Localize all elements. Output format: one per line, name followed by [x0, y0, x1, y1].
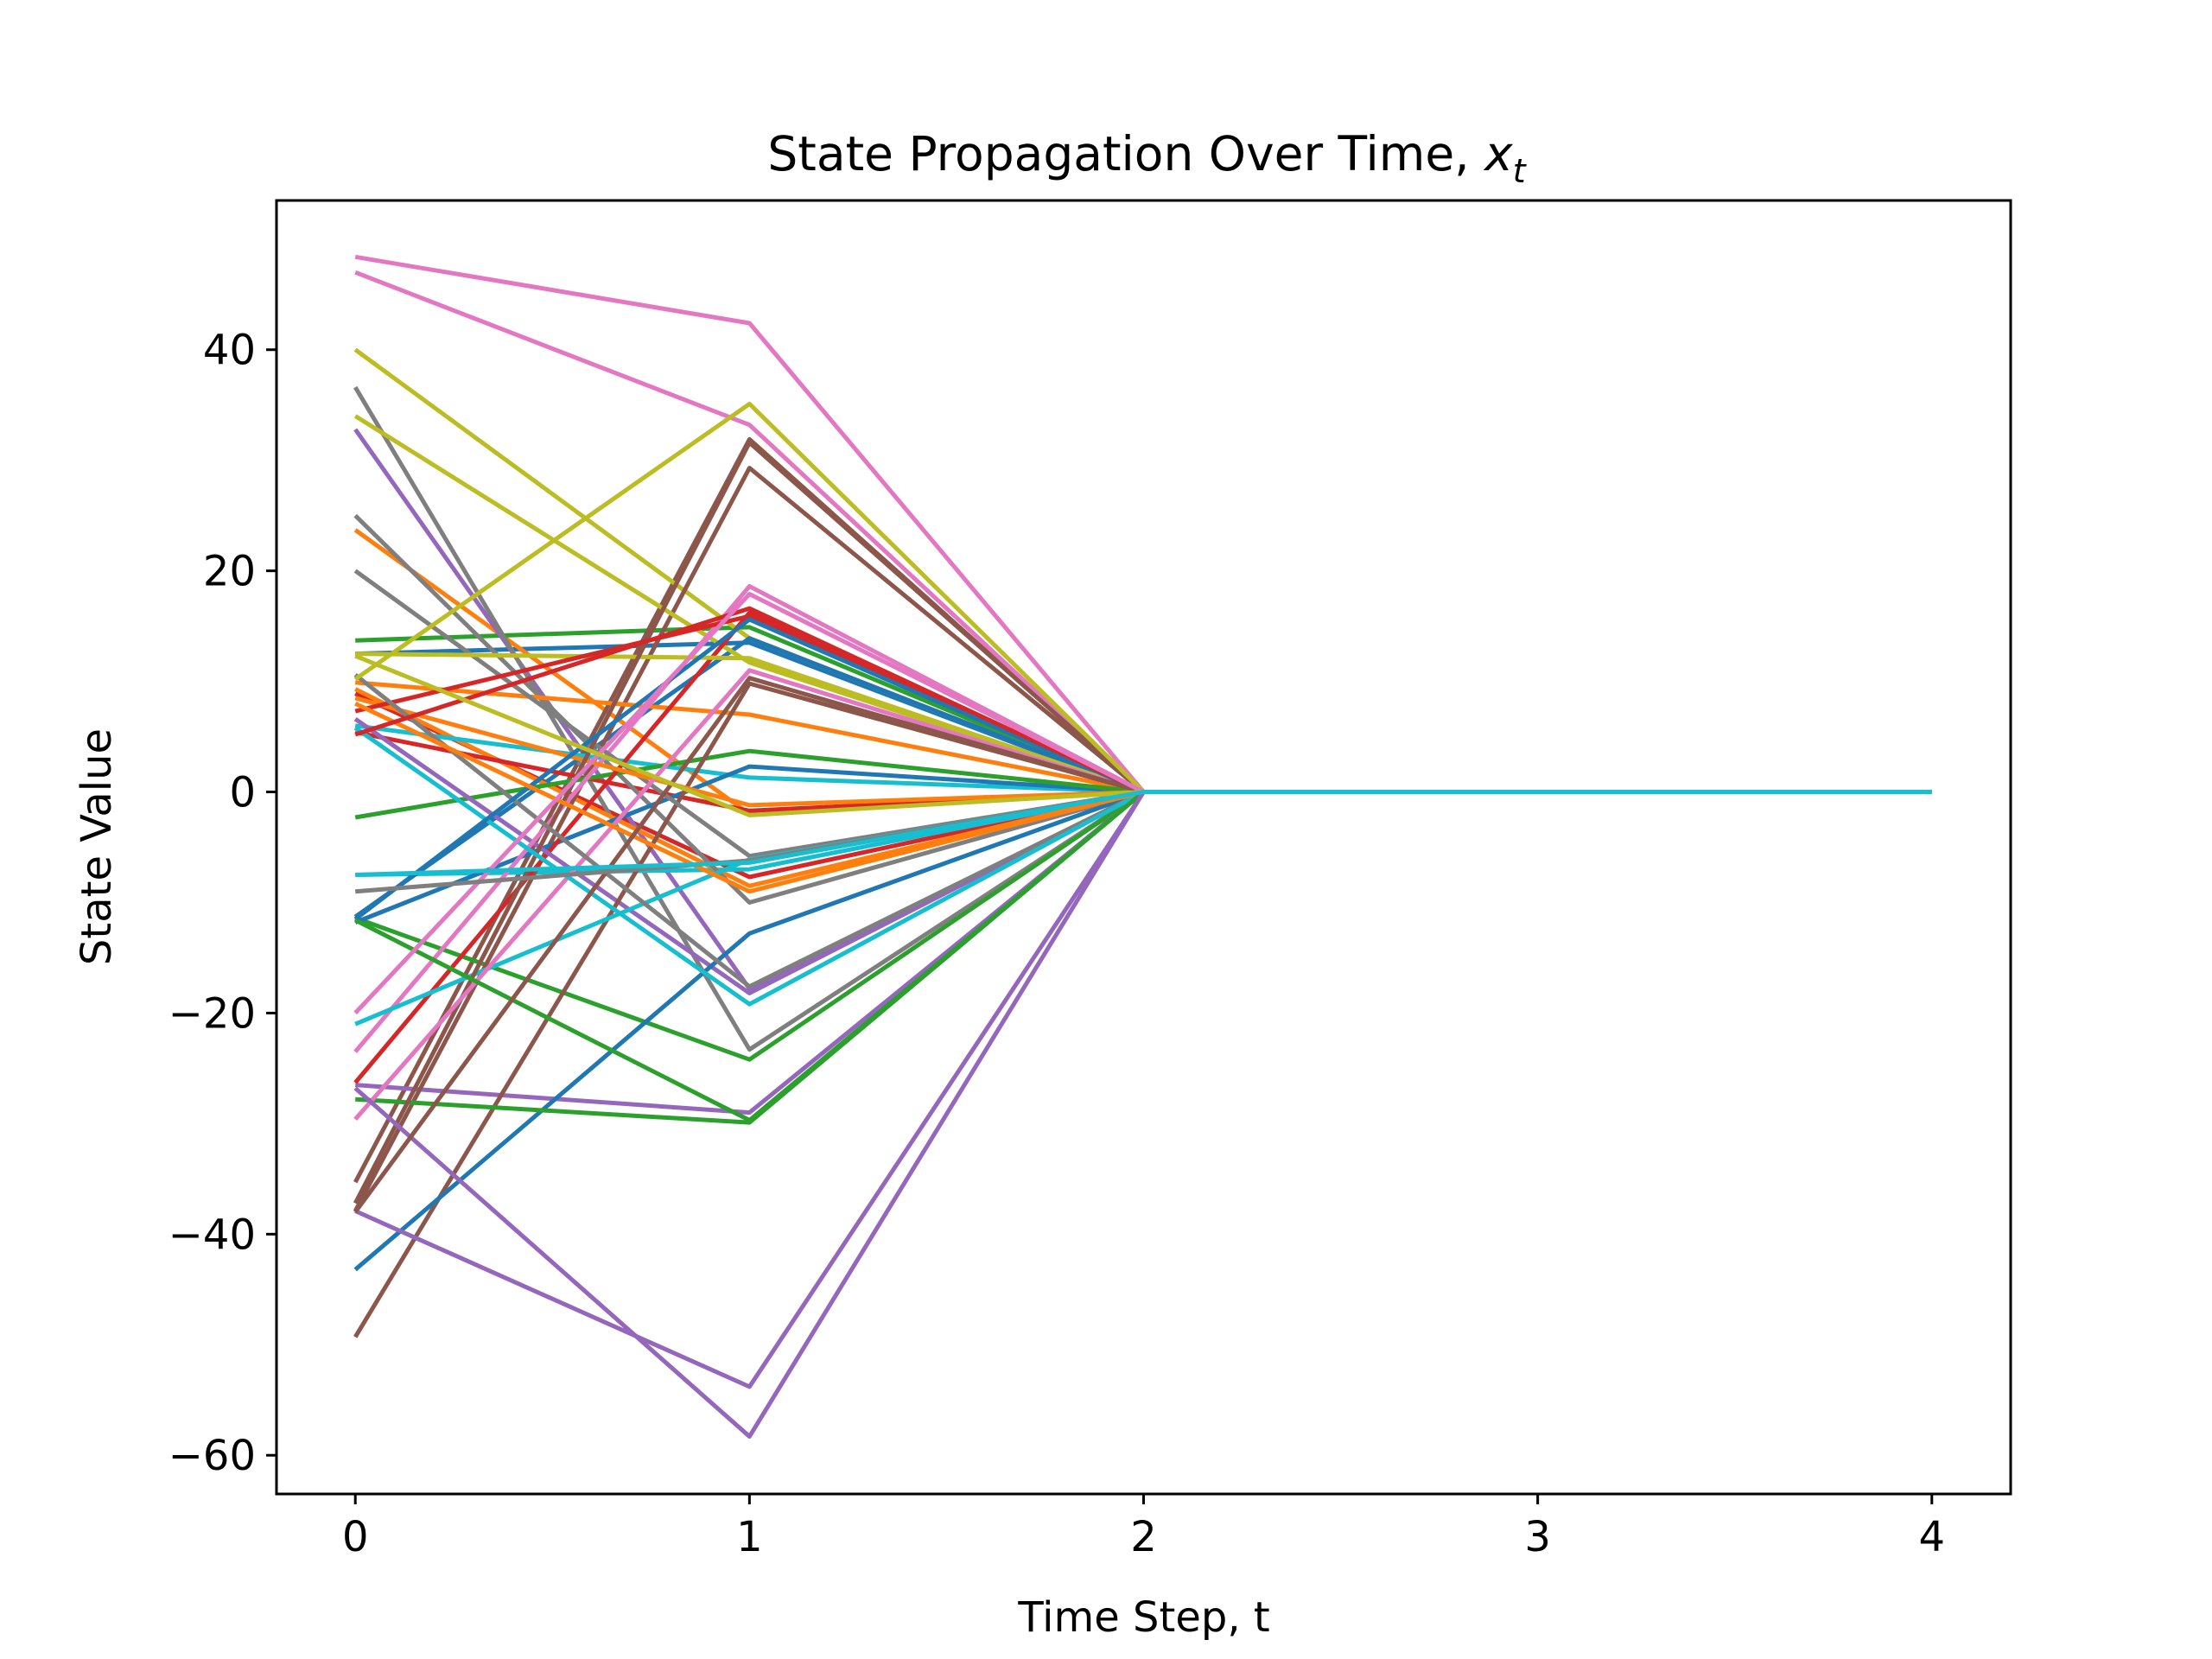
x-axis: 0 1 2 3 4	[342, 1494, 1945, 1561]
y-tick-label: −40	[168, 1211, 256, 1259]
y-axis-label: State Value	[73, 728, 121, 965]
x-tick-label: 1	[736, 1513, 763, 1561]
y-tick-label: 0	[229, 769, 256, 817]
x-tick-label: 4	[1918, 1513, 1945, 1561]
x-axis-label: Time Step, t	[1017, 1593, 1269, 1642]
x-tick-label: 0	[342, 1513, 369, 1561]
y-tick-label: −60	[168, 1432, 256, 1480]
chart-title: State Propagation Over Time, xt	[767, 126, 1527, 190]
x-tick-label: 2	[1130, 1513, 1157, 1561]
x-tick-label: 3	[1524, 1513, 1551, 1561]
plot-lines	[353, 254, 1932, 1439]
y-tick-label: −20	[168, 989, 256, 1038]
y-tick-label: 20	[203, 548, 256, 596]
series-line-50	[355, 790, 1932, 877]
y-axis: −60 −40 −20 0 20 40	[168, 327, 276, 1480]
y-tick-label: 40	[203, 327, 256, 375]
